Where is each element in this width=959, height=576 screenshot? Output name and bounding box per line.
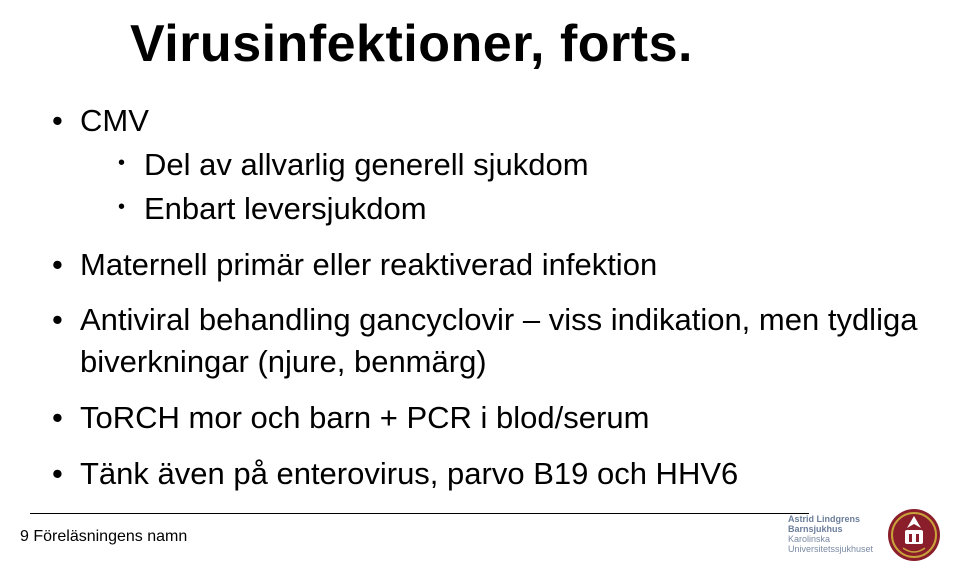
page-number: 9 [20,528,29,545]
bullet-cmv: CMV Del av allvarlig generell sjukdom En… [52,100,919,230]
slide: Virusinfektioner, forts. CMV Del av allv… [0,0,959,576]
logo-block: Astrid Lindgrens Barnsjukhus Karolinska … [788,508,941,562]
bullet-enterovirus: Tänk även på enterovirus, parvo B19 och … [52,453,919,495]
slide-content: CMV Del av allvarlig generell sjukdom En… [52,100,919,509]
bullet-list: CMV Del av allvarlig generell sjukdom En… [52,100,919,495]
footer-divider [30,513,809,514]
logo-line-4: Universitetssjukhuset [788,545,873,555]
footer-label: Föreläsningens namn [33,528,187,545]
logo-text: Astrid Lindgrens Barnsjukhus Karolinska … [788,515,873,555]
ki-crest-icon [887,508,941,562]
bullet-maternell: Maternell primär eller reaktiverad infek… [52,244,919,286]
sublist-cmv: Del av allvarlig generell sjukdom Enbart… [80,144,919,230]
footer-text: 9 Föreläsningens namn [20,528,187,546]
sub-bullet-1: Del av allvarlig generell sjukdom [80,144,919,186]
slide-title: Virusinfektioner, forts. [130,14,693,74]
sub-bullet-2: Enbart leversjukdom [80,188,919,230]
bullet-cmv-text: CMV [80,103,149,138]
bullet-torch: ToRCH mor och barn + PCR i blod/serum [52,397,919,439]
bullet-antiviral: Antiviral behandling gancyclovir – viss … [52,299,919,383]
